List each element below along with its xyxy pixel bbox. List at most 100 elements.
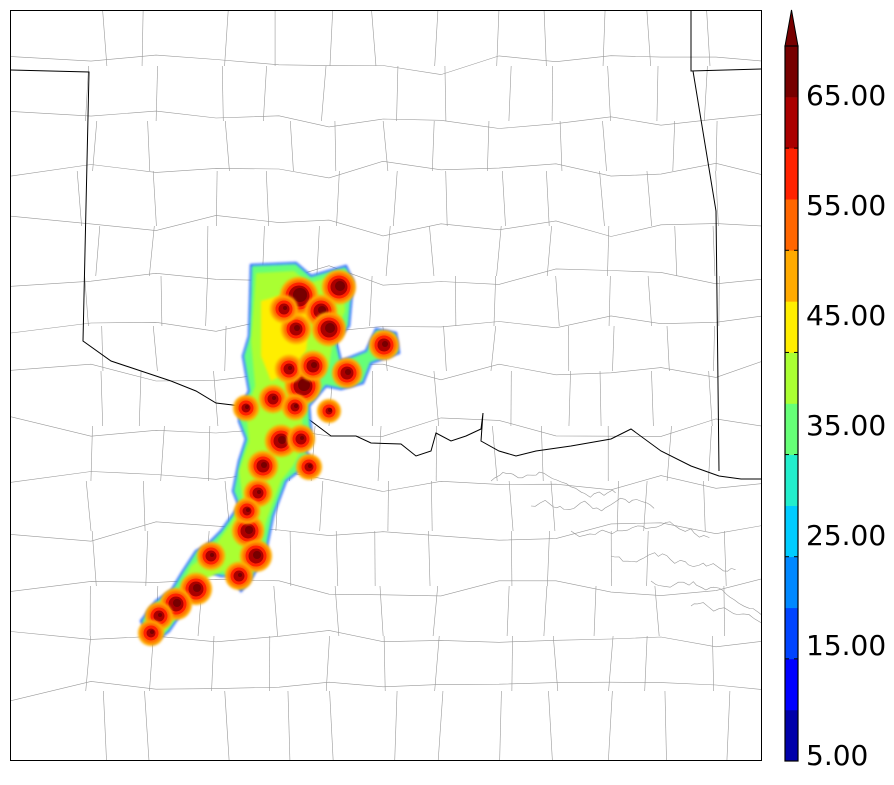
county-border: [145, 530, 149, 587]
colorbar-tick-label: 5.00: [806, 739, 869, 772]
county-border: [715, 120, 718, 172]
county-border: [487, 120, 490, 172]
county-border: [651, 370, 654, 427]
storm-cell-core: [283, 306, 287, 310]
storm-cell-core: [294, 404, 298, 408]
county-border: [369, 275, 373, 327]
county-border: [143, 480, 146, 532]
county-border: [672, 120, 676, 172]
storm-cell-core: [261, 462, 267, 468]
storm-cell-core: [253, 551, 261, 559]
county-border: [11, 578, 761, 597]
county-border: [152, 325, 158, 372]
storm-cell-core: [238, 573, 242, 577]
state-borders: [11, 11, 761, 480]
county-border: [329, 690, 334, 760]
colorbar-band: [785, 403, 798, 455]
county-border: [599, 370, 602, 427]
colorbar-tick-label: 55.00: [806, 189, 887, 222]
county-border: [208, 425, 211, 482]
colorbar-tick-label: 15.00: [806, 629, 887, 662]
storm-cell-core: [193, 584, 201, 592]
county-border: [335, 530, 339, 587]
county-border: [144, 690, 150, 760]
county-border: [445, 170, 448, 227]
county-border: [336, 170, 340, 227]
county-border: [160, 425, 165, 482]
county-border: [102, 11, 108, 67]
river-line: [690, 602, 761, 624]
state-border: [692, 70, 720, 472]
county-border: [502, 170, 506, 227]
colorbar-band: [785, 250, 798, 302]
colorbar-band: [785, 709, 798, 762]
county-border: [100, 370, 103, 427]
storm-cell-core: [288, 366, 292, 370]
county-border: [329, 11, 333, 67]
county-border: [499, 690, 502, 760]
county-border: [216, 170, 218, 227]
county-border: [552, 635, 559, 692]
river-line: [610, 552, 736, 572]
county-border: [612, 325, 615, 372]
storm-cell-core: [245, 405, 249, 409]
county-border: [224, 11, 229, 67]
river-line: [530, 497, 655, 512]
county-border: [608, 275, 611, 327]
colorbar-band: [785, 148, 798, 200]
county-border: [646, 530, 649, 587]
county-border: [559, 120, 563, 172]
storm-cell-core: [272, 396, 276, 400]
county-border: [666, 425, 672, 482]
county-border: [496, 225, 502, 277]
colorbar-band: [785, 505, 798, 558]
storm-cell-core: [257, 490, 261, 494]
county-border: [206, 225, 209, 277]
county-border: [654, 585, 660, 637]
storm-cell-core: [335, 281, 345, 291]
county-border: [11, 416, 761, 437]
county-border: [434, 635, 440, 692]
county-border: [541, 425, 544, 482]
county-border: [616, 480, 619, 532]
county-border: [666, 325, 670, 372]
county-border: [152, 170, 157, 227]
state-border: [690, 11, 761, 72]
county-border: [205, 275, 208, 327]
county-border: [91, 530, 97, 587]
county-border: [608, 690, 613, 760]
county-border: [703, 480, 706, 532]
county-border: [211, 635, 215, 692]
county-border: [508, 65, 512, 122]
county-border: [394, 690, 398, 760]
storm-cell-core: [173, 599, 181, 607]
colorbar-tick-label: 45.00: [806, 299, 887, 332]
county-border: [647, 275, 652, 327]
county-border: [607, 225, 610, 277]
storm-cell-core: [382, 341, 388, 347]
county-border: [290, 120, 294, 172]
county-border: [138, 370, 142, 427]
county-border: [141, 11, 144, 67]
storm-cell-core: [298, 379, 310, 391]
county-border: [101, 325, 104, 372]
county-border: [11, 54, 761, 75]
county-border: [511, 530, 513, 587]
county-border: [712, 225, 716, 277]
county-border: [550, 480, 556, 532]
county-border: [712, 635, 714, 692]
county-border: [382, 120, 389, 172]
river-line: [490, 471, 616, 498]
colorbar-tick-label: 35.00: [806, 409, 887, 442]
county-border: [11, 521, 761, 542]
reflectivity-field: [138, 261, 401, 646]
county-border: [656, 65, 659, 122]
colorbar-extend-arrow: [784, 9, 799, 47]
county-border: [85, 65, 89, 122]
colorbar-band: [785, 607, 798, 660]
colorbar-bands: [785, 46, 798, 762]
county-border: [265, 170, 269, 227]
county-border: [726, 690, 731, 760]
county-border: [316, 225, 320, 277]
